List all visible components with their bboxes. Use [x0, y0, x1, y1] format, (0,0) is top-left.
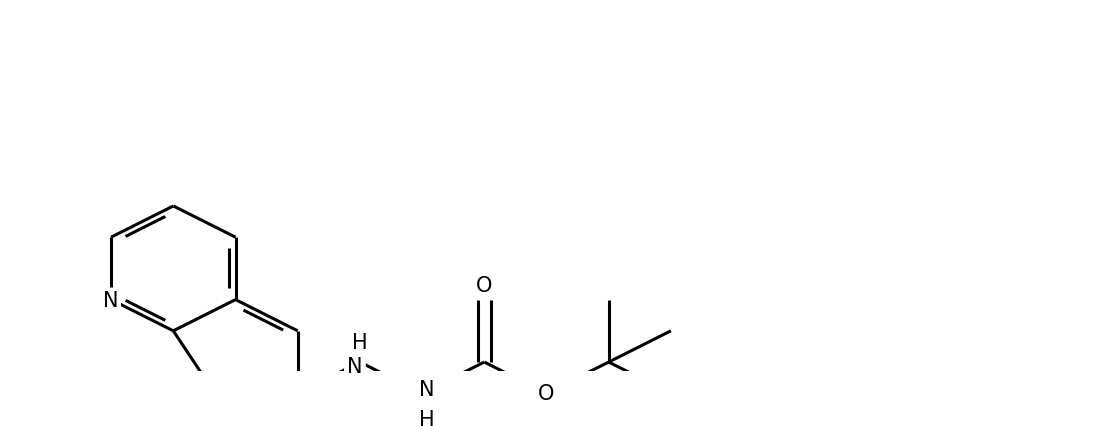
Text: H: H: [352, 332, 368, 352]
Text: O: O: [476, 276, 493, 296]
Text: H: H: [419, 409, 435, 426]
Text: N: N: [347, 357, 363, 377]
Text: N: N: [420, 379, 435, 399]
Text: N: N: [104, 290, 119, 310]
Text: O: O: [538, 383, 554, 403]
